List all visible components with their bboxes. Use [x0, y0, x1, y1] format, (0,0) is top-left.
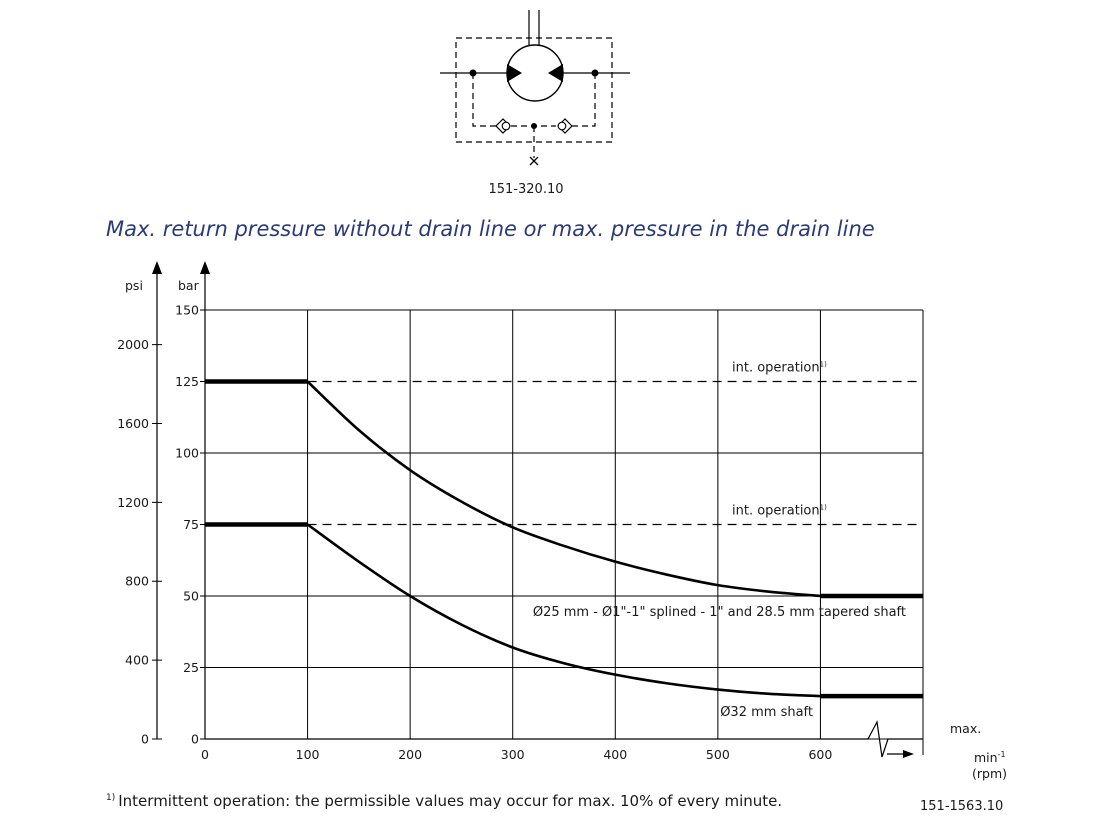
x-axis-unit-rpm: (rpm): [972, 766, 1007, 781]
y2-tick-label: 400: [125, 653, 149, 668]
symbol-check-ball-left: [501, 121, 511, 131]
y2-axis-arrow: [152, 261, 162, 274]
x-unit-main: min: [974, 750, 998, 765]
x-tick-label: 200: [398, 747, 422, 762]
y-tick-label: 75: [183, 517, 199, 532]
y-tick-label: 150: [175, 303, 199, 318]
x-tick-label: 300: [501, 747, 525, 762]
y2-axis-unit: psi: [125, 278, 143, 293]
reference-label: int. operation1): [732, 504, 827, 519]
y2-tick-label: 1600: [117, 416, 149, 431]
symbol-drain-left: [472, 73, 496, 127]
x-unit-sup: -1: [998, 750, 1006, 759]
y-axis-arrow: [200, 261, 210, 274]
symbol-code: 151-320.10: [489, 182, 564, 197]
symbol-arrow-right: [548, 64, 563, 82]
series-line: [306, 380, 821, 598]
reference-label: int. operation1): [732, 361, 827, 376]
x-tick-label: 400: [603, 747, 627, 762]
y2-tick-label: 800: [125, 574, 149, 589]
reference-label-sup: 1): [820, 504, 827, 512]
y-tick-label: 100: [175, 446, 199, 461]
x-tick-label: 600: [808, 747, 832, 762]
x-axis-unit: min-1: [974, 750, 1006, 765]
page-title: Max. return pressure without drain line …: [106, 217, 875, 241]
y2-tick-label: 1200: [117, 495, 149, 510]
figure-code: 151-1563.10: [920, 799, 1003, 814]
y-tick-label: 50: [183, 589, 199, 604]
symbol-arrow-left: [507, 64, 522, 82]
reference-label-text: int. operation: [732, 361, 820, 376]
x-max-label: max.: [950, 721, 981, 736]
symbol-plugged-port: [529, 156, 539, 166]
y2-tick-label: 0: [141, 732, 149, 747]
reference-label-text: int. operation: [732, 504, 820, 519]
series-label: Ø25 mm - Ø1"-1" splined - 1" and 28.5 mm…: [533, 605, 906, 620]
footnote: 1) Intermittent operation: the permissibl…: [106, 792, 782, 810]
y2-tick-label: 2000: [117, 337, 149, 352]
plot-area: 0 100 200 300 400 500 600 0 25 50 75 100 125 150 0 400 8…: [117, 261, 924, 762]
hydraulic-motor-symbol: [440, 10, 630, 166]
symbol-drain-right: [572, 73, 596, 127]
x-tick-label: 100: [296, 747, 320, 762]
x-tick-label: 500: [706, 747, 730, 762]
y-tick-label: 25: [183, 660, 199, 675]
x-axis-break-icon: [858, 720, 923, 758]
footnote-mark: 1): [106, 793, 115, 803]
footnote-text: Intermittent operation: the permissible …: [118, 792, 782, 810]
y-axis-unit: bar: [178, 278, 200, 293]
y-tick-label: 125: [175, 374, 199, 389]
series-line: [306, 523, 821, 698]
x-tick-label: 0: [201, 747, 209, 762]
symbol-check-ball-right: [557, 121, 567, 131]
reference-label-sup: 1): [820, 361, 827, 369]
y-tick-label: 0: [191, 732, 199, 747]
x-axis-arrow: [903, 750, 914, 758]
series-label: Ø32 mm shaft: [720, 705, 813, 720]
